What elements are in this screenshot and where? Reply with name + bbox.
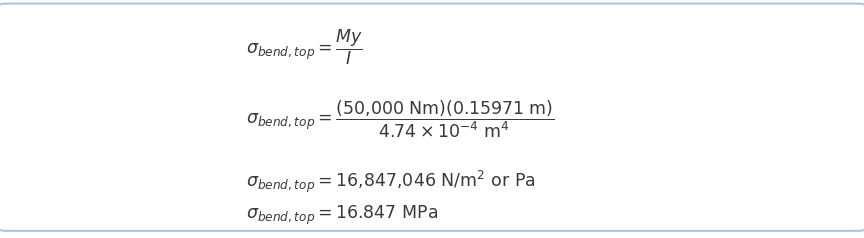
Text: $\sigma_{bend,top} = 16.847\ \mathrm{MPa}$: $\sigma_{bend,top} = 16.847\ \mathrm{MPa…: [246, 204, 438, 227]
Text: $\sigma_{bend,top} = 16{,}847{,}046\ \mathrm{N/m}^2\ \mathrm{or\ Pa}$: $\sigma_{bend,top} = 16{,}847{,}046\ \ma…: [246, 169, 536, 195]
FancyBboxPatch shape: [0, 4, 864, 231]
Text: $\sigma_{bend,top} = \dfrac{My}{I}$: $\sigma_{bend,top} = \dfrac{My}{I}$: [246, 28, 364, 67]
Text: $\sigma_{bend,top} = \dfrac{(50{,}000\ \mathrm{Nm})(0.15971\ \mathrm{m})}{4.74 \: $\sigma_{bend,top} = \dfrac{(50{,}000\ \…: [246, 98, 555, 140]
